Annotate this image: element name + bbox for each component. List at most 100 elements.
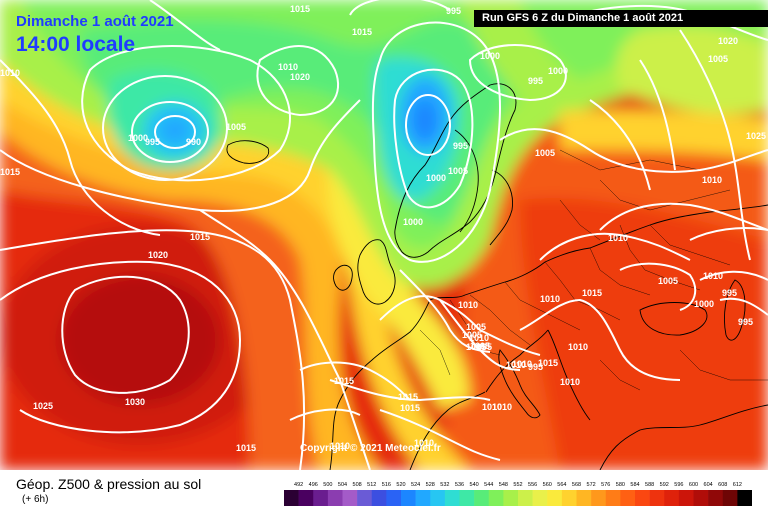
isobar-label: 995 <box>446 6 461 16</box>
isobar-label: 1010 <box>278 62 298 72</box>
scale-swatch <box>708 490 724 506</box>
copyright-text: Copyright © 2021 Meteociel.fr <box>300 443 441 454</box>
scale-tick-label: 600 <box>689 482 698 488</box>
scale-swatch <box>561 490 577 506</box>
scale-tick-label: 560 <box>543 482 552 488</box>
isobar-label: 1020 <box>148 250 168 260</box>
legend-subtitle: (+ 6h) <box>22 494 49 505</box>
isobar-label: 1010 <box>330 441 350 451</box>
isobar-label: 1020 <box>290 72 310 82</box>
isobar-label: 1005 <box>226 122 246 132</box>
scale-swatch <box>371 490 387 506</box>
isobar-label: 990 <box>186 137 201 147</box>
scale-swatch <box>459 490 475 506</box>
isobar-label: 1015 <box>334 376 354 386</box>
isobar-label: 1000 <box>694 299 714 309</box>
isobar-label: 1010 <box>492 402 512 412</box>
isobar-label: 1015 <box>0 167 20 177</box>
isobar-label: 995 <box>453 141 468 151</box>
isobar-label: 1015 <box>400 403 420 413</box>
scale-tick-label: 528 <box>426 482 435 488</box>
scale-swatch <box>386 490 402 506</box>
scale-swatch <box>313 490 329 506</box>
scale-tick-label: 492 <box>294 482 303 488</box>
isobar-label: 1015 <box>538 358 558 368</box>
isobar-label: 1005 <box>708 54 728 64</box>
scale-swatch <box>430 490 446 506</box>
scale-tick-label: 572 <box>587 482 596 488</box>
isobar-label: 1010 <box>458 300 478 310</box>
scale-tick-label: 544 <box>484 482 493 488</box>
scale-swatch <box>547 490 563 506</box>
scale-swatch <box>298 490 314 506</box>
geopotential-color-fill <box>0 0 768 470</box>
scale-tick-label: 532 <box>440 482 449 488</box>
scale-tick-label: 604 <box>704 482 713 488</box>
scale-tick-label: 596 <box>674 482 683 488</box>
scale-swatch <box>518 490 533 506</box>
scale-tick-label: 584 <box>630 482 639 488</box>
isobar-label: 1015 <box>352 27 372 37</box>
isobar-label: 1005 <box>448 166 468 176</box>
scale-swatch <box>488 490 504 506</box>
isobar-label: 1030 <box>125 397 145 407</box>
scale-swatch <box>722 490 738 506</box>
scale-tick-label: 612 <box>733 482 742 488</box>
scale-tick-label: 508 <box>353 482 362 488</box>
isobar-label: 1010 <box>482 402 502 412</box>
isobar-label: 1005 <box>470 341 490 351</box>
scale-tick-label: 592 <box>660 482 669 488</box>
isobar-label: 1005 <box>658 276 678 286</box>
isobar-label: 1010 <box>560 377 580 387</box>
isobar-label: 1010 <box>512 359 532 369</box>
isobars <box>0 0 768 470</box>
isobar-label: 1010 <box>414 438 434 448</box>
isobar-label: 1000 <box>426 173 446 183</box>
scale-swatch <box>327 490 343 506</box>
isobar-label: 995 <box>145 137 160 147</box>
isobar-label: 1000 <box>403 217 423 227</box>
scale-tick-label: 608 <box>718 482 727 488</box>
isobar-label: 1000 <box>480 51 500 61</box>
scale-tick-label: 540 <box>470 482 479 488</box>
scale-swatch <box>401 490 416 506</box>
isobar-label: 1005 <box>466 342 486 352</box>
scale-tick-label: 524 <box>411 482 420 488</box>
isobar-label: 1005 <box>472 342 492 352</box>
scale-tick-label: 588 <box>645 482 654 488</box>
scale-swatch <box>576 490 592 506</box>
isobar-label: 995 <box>722 288 737 298</box>
isobar-label: 1000 <box>548 66 568 76</box>
scale-tick-label: 496 <box>309 482 318 488</box>
scale-tick-label: 536 <box>455 482 464 488</box>
isobar-label: 995 <box>528 362 543 372</box>
legend-title: Géop. Z500 & pression au sol <box>16 476 202 492</box>
scale-tick-label: 580 <box>616 482 625 488</box>
scale-swatch <box>474 490 490 506</box>
color-scale: 492 496 500 504 508 512 516 520 524 528 532 536 540 5… <box>284 482 752 506</box>
scale-swatch <box>415 490 431 506</box>
isobar-label: 1010 <box>702 175 722 185</box>
scale-swatch <box>357 490 373 506</box>
valid-date: Dimanche 1 août 2021 <box>16 13 174 30</box>
isobar-label: 1015 <box>236 443 256 453</box>
isobar-label: 1010 <box>703 271 723 281</box>
valid-time: 14:00 locale <box>16 33 136 56</box>
scale-swatch <box>664 490 680 506</box>
isobar-label: 1015 <box>582 288 602 298</box>
scale-tick-label: 520 <box>396 482 405 488</box>
scale-tick-label: 516 <box>382 482 391 488</box>
run-banner: Run GFS 6 Z du Dimanche 1 août 2021 <box>474 10 768 27</box>
scale-swatch <box>591 490 607 506</box>
isobar-label: 1010 <box>568 342 588 352</box>
scale-tick-label: 500 <box>323 482 332 488</box>
scale-swatch <box>678 490 694 506</box>
isobar-label: 1010 <box>0 68 20 78</box>
isobar-label: 1000 <box>128 133 148 143</box>
scale-swatch <box>620 490 636 506</box>
isobar-label: 1020 <box>718 36 738 46</box>
scale-swatch <box>503 490 519 506</box>
isobar-label: 1005 <box>535 148 555 158</box>
